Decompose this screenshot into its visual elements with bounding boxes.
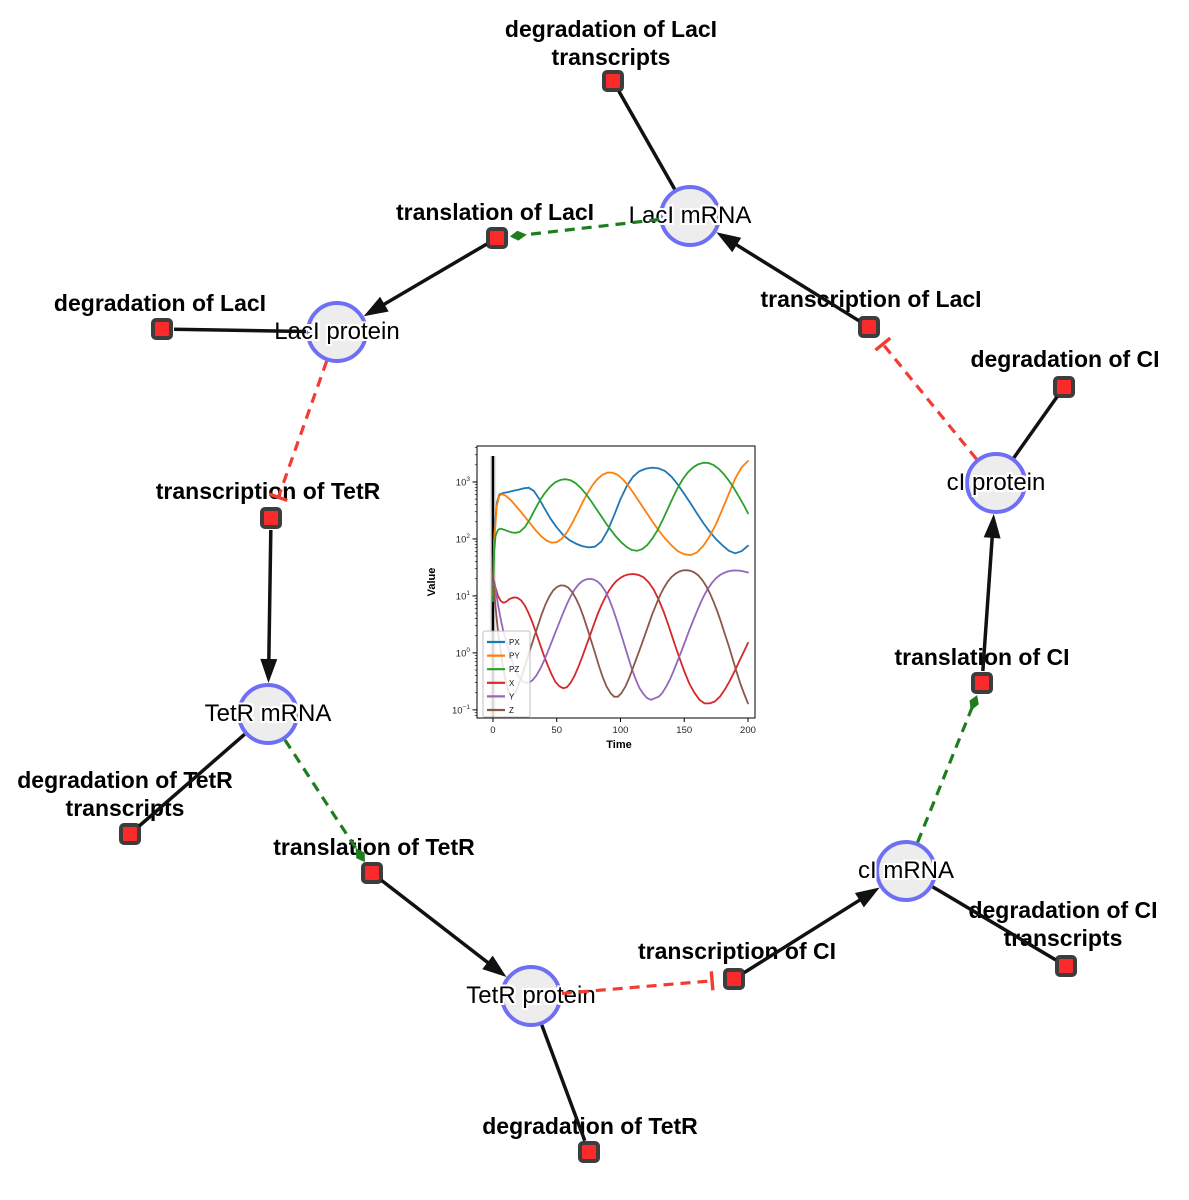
legend-label-X: X bbox=[509, 679, 515, 688]
series-PY bbox=[492, 460, 749, 597]
y-tick-label: 100 bbox=[456, 647, 471, 660]
reaction-node-transl-tetr bbox=[361, 862, 383, 884]
species-label-tetr-mrna: TetR mRNA bbox=[204, 700, 332, 727]
species-label-ci-protein: cI protein bbox=[946, 469, 1046, 496]
reaction-label-transl-laci: translation of LacI bbox=[396, 198, 594, 226]
x-tick-label: 100 bbox=[613, 725, 629, 736]
reaction-node-txn-laci bbox=[858, 316, 880, 338]
species-node-ci-mrna bbox=[875, 840, 937, 902]
reaction-node-deg-ci bbox=[1053, 376, 1075, 398]
species-node-ci-protein bbox=[965, 452, 1027, 514]
legend-box bbox=[482, 630, 531, 718]
reaction-label-line: transcripts bbox=[65, 795, 185, 821]
x-tick-label: 200 bbox=[740, 725, 756, 736]
x-axis-label: Time bbox=[606, 739, 631, 751]
reaction-node-deg-ci-tx bbox=[1055, 955, 1077, 977]
reaction-label-line: transcription of CI bbox=[637, 938, 837, 964]
reaction-label-deg-ci: degradation of CI bbox=[970, 345, 1159, 373]
legend-label-Y: Y bbox=[509, 692, 515, 701]
y-tick-label: 10−1 bbox=[452, 704, 470, 717]
y-axis-label: Value bbox=[426, 568, 438, 597]
species-label-tetr-protein: TetR protein bbox=[466, 982, 596, 1009]
reaction-label-line: transcripts bbox=[1003, 925, 1123, 951]
species-label-laci-mrna: LacI mRNA bbox=[628, 202, 752, 229]
reaction-label-txn-tetr: transcription of TetR bbox=[156, 477, 380, 505]
reaction-node-transl-laci bbox=[486, 227, 508, 249]
species-label-ci-mrna: cI mRNA bbox=[858, 857, 954, 884]
reaction-label-line: transcription of TetR bbox=[155, 478, 381, 504]
y-tick-label: 101 bbox=[456, 590, 471, 603]
species-node-tetr-mrna bbox=[237, 683, 299, 745]
reaction-node-txn-tetr bbox=[260, 507, 282, 529]
legend-label-PY: PY bbox=[509, 652, 520, 661]
x-tick-label: 50 bbox=[551, 725, 562, 736]
reaction-label-line: degradation of LacI bbox=[53, 290, 267, 316]
reaction-node-txn-ci bbox=[723, 968, 745, 990]
reaction-label-txn-ci: transcription of CI bbox=[638, 937, 836, 965]
legend-label-PZ: PZ bbox=[509, 665, 519, 674]
y-axis: 10−1 100 101 102 103 bbox=[452, 447, 477, 717]
legend-label-Z: Z bbox=[509, 706, 514, 715]
reaction-label-line: translation of TetR bbox=[273, 834, 475, 860]
legend-label-PX: PX bbox=[509, 638, 520, 647]
reaction-label-line: degradation of TetR bbox=[482, 1113, 698, 1139]
reaction-label-line: degradation of CI bbox=[970, 346, 1160, 372]
reaction-label-deg-laci: degradation of LacI bbox=[54, 289, 266, 317]
reaction-node-deg-laci bbox=[151, 318, 173, 340]
species-label-laci-protein: LacI protein bbox=[274, 318, 400, 345]
reaction-label-line: translation of LacI bbox=[395, 199, 595, 225]
reaction-label-line: translation of CI bbox=[894, 644, 1070, 670]
series-X bbox=[492, 573, 749, 705]
reaction-label-line: degradation of LacI bbox=[504, 16, 718, 42]
y-tick-label: 103 bbox=[456, 476, 471, 489]
reaction-label-line: degradation of TetR bbox=[17, 767, 233, 793]
reaction-label-line: transcription of LacI bbox=[760, 286, 982, 312]
series-PX bbox=[492, 466, 749, 587]
reaction-label-transl-tetr: translation of TetR bbox=[273, 833, 474, 861]
reaction-label-line: transcripts bbox=[551, 44, 671, 70]
reaction-node-deg-tetr bbox=[578, 1141, 600, 1163]
reaction-label-deg-tetr: degradation of TetR bbox=[482, 1112, 698, 1140]
x-axis: 0 50 100 150 200 bbox=[490, 718, 756, 736]
reaction-label-line: degradation of CI bbox=[968, 897, 1158, 923]
x-tick-label: 150 bbox=[676, 725, 692, 736]
reaction-node-deg-laci-tx bbox=[602, 70, 624, 92]
reaction-label-transl-ci: translation of CI bbox=[894, 643, 1069, 671]
legend: PX PY PZ XYZ bbox=[482, 630, 531, 718]
reaction-node-transl-ci bbox=[971, 672, 993, 694]
y-tick-label: 102 bbox=[456, 533, 471, 546]
reaction-label-txn-laci: transcription of LacI bbox=[760, 285, 981, 313]
reaction-label-deg-laci-tx: degradation of LacI transcripts bbox=[505, 15, 717, 71]
x-tick-label: 0 bbox=[490, 725, 495, 736]
reaction-label-deg-ci-tx: degradation of CI transcripts bbox=[968, 896, 1157, 952]
species-node-tetr-protein bbox=[500, 965, 562, 1027]
series-PZ bbox=[492, 461, 749, 603]
species-node-laci-protein bbox=[306, 301, 368, 363]
species-node-laci-mrna bbox=[659, 185, 721, 247]
reaction-label-deg-tetr-tx: degradation of TetR transcripts bbox=[17, 766, 233, 822]
reaction-node-deg-tetr-tx bbox=[119, 823, 141, 845]
